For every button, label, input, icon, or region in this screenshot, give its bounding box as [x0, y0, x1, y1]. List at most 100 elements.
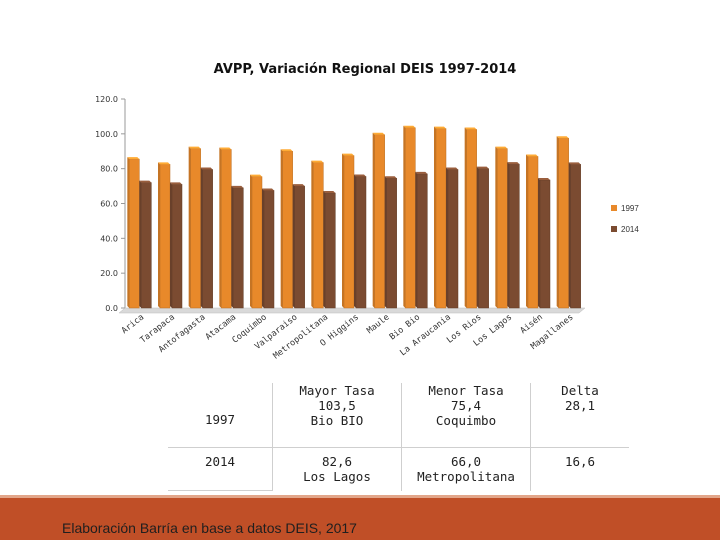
bar-top-1997	[250, 174, 262, 177]
y-tick-label: 80.0	[100, 165, 118, 174]
bar-top-2014	[323, 191, 336, 194]
bar-1997	[466, 129, 477, 309]
bar-top-1997	[219, 147, 232, 150]
bar-2014	[202, 169, 213, 309]
delta-header: Delta	[561, 383, 599, 398]
bar-top-1997	[342, 153, 354, 156]
bar-2014	[447, 169, 459, 309]
mayor-tasa-header: Mayor Tasa	[299, 383, 375, 398]
bar-top-1997	[127, 157, 140, 160]
bar-side-2014	[476, 166, 479, 308]
bar-top-1997	[464, 127, 477, 130]
menor-tasa-region-2014: Metropolitana	[417, 469, 515, 484]
bar-side-1997	[526, 154, 528, 308]
bar-side-1997	[342, 153, 344, 308]
bar-top-1997	[188, 146, 201, 149]
bar-1997	[159, 164, 171, 309]
bar-top-1997	[434, 126, 446, 129]
bar-top-1997	[280, 149, 293, 152]
bar-2014	[355, 176, 367, 309]
bar-top-2014	[384, 176, 397, 179]
bar-top-2014	[292, 184, 305, 187]
bar-side-2014	[139, 180, 142, 308]
chart-title: AVPP, Variación Regional DEIS 1997-2014	[213, 62, 517, 77]
y-tick-label: 0.0	[105, 304, 118, 313]
bar-top-2014	[568, 162, 581, 165]
source-note: Elaboración Barría en base a datos DEIS,…	[62, 520, 357, 536]
bar-side-1997	[372, 132, 375, 308]
category-label: Metropolitana	[272, 312, 331, 361]
delta-value-2014: 16,6	[564, 454, 596, 469]
bar-side-1997	[219, 147, 222, 308]
mayor-tasa-value-2014: 82,6	[321, 454, 353, 469]
menor-tasa-value-1997: 75,4	[450, 398, 482, 413]
bar-1997	[435, 128, 447, 309]
bar-2014	[570, 164, 581, 309]
mayor-tasa-cell: 82,6 Los Lagos	[272, 447, 402, 491]
bar-top-2014	[170, 182, 182, 185]
bar-side-1997	[403, 125, 406, 308]
bar-side-2014	[262, 188, 264, 308]
bar-side-2014	[384, 176, 387, 308]
bar-top-2014	[231, 185, 244, 188]
y-tick-label: 120.0	[95, 95, 118, 104]
menor-tasa-value-2014: 66,0	[450, 454, 482, 469]
category-label: Maule	[365, 312, 391, 336]
bar-1997	[374, 134, 385, 309]
mayor-tasa-region-1997: Bio BIO	[310, 413, 364, 428]
bar-1997	[497, 148, 508, 309]
bar-chart: 120.0100.080.060.040.020.00.0AricaTarapa…	[95, 95, 639, 361]
bar-side-2014	[415, 171, 418, 308]
bar-2014	[171, 184, 183, 309]
bar-top-1997	[556, 136, 569, 139]
bar-side-1997	[127, 157, 130, 308]
table-row: 1997 Mayor Tasa 103,5 Bio BIO Menor Tasa…	[168, 383, 629, 448]
bar-2014	[417, 173, 428, 309]
chart-floor	[118, 307, 586, 314]
bar-side-2014	[231, 185, 234, 308]
bar-top-1997	[526, 154, 538, 157]
mayor-tasa-region-2014: Los Lagos	[303, 469, 371, 484]
legend-label-1997: 1997	[621, 204, 639, 213]
bar-side-1997	[250, 174, 252, 308]
y-tick-label: 20.0	[100, 269, 118, 278]
footer-bar: Elaboración Barría en base a datos DEIS,…	[0, 495, 720, 540]
bar-top-1997	[372, 132, 385, 135]
bar-side-2014	[323, 191, 326, 308]
mayor-tasa-cell: Mayor Tasa 103,5 Bio BIO	[272, 383, 402, 448]
bar-top-2014	[446, 167, 458, 170]
category-label: Arica	[120, 312, 146, 336]
menor-tasa-cell: 66,0 Metropolitana	[401, 447, 531, 491]
bar-top-2014	[476, 166, 489, 169]
bar-side-2014	[568, 162, 571, 308]
menor-tasa-cell: Menor Tasa 75,4 Coquimbo	[401, 383, 531, 448]
bar-1997	[190, 148, 201, 309]
bar-2014	[386, 177, 397, 309]
bar-side-1997	[311, 160, 314, 308]
bar-2014	[478, 168, 489, 309]
bar-2014	[141, 182, 152, 309]
bar-top-2014	[354, 174, 366, 177]
bar-1997	[343, 155, 355, 309]
bar-side-2014	[354, 174, 356, 308]
bar-1997	[251, 176, 263, 309]
bar-top-2014	[262, 188, 274, 191]
bar-2014	[325, 192, 336, 309]
bar-2014	[263, 190, 275, 309]
bar-side-2014	[538, 177, 540, 308]
legend-swatch-1997	[611, 205, 617, 211]
bar-side-1997	[158, 162, 160, 308]
bar-side-1997	[556, 136, 559, 308]
bar-top-2014	[200, 167, 213, 170]
y-tick-label: 60.0	[100, 200, 118, 209]
delta-cell: Delta 28,1	[530, 383, 629, 448]
stats-table: 1997 Mayor Tasa 103,5 Bio BIO Menor Tasa…	[168, 383, 629, 491]
row-label-1997: 1997	[168, 383, 273, 448]
legend-label-2014: 2014	[621, 225, 639, 234]
bar-1997	[282, 151, 293, 309]
bar-2014	[539, 179, 551, 309]
bar-side-1997	[495, 146, 498, 308]
bar-1997	[405, 127, 416, 309]
bar-top-1997	[311, 160, 324, 163]
bar-1997	[313, 162, 324, 309]
